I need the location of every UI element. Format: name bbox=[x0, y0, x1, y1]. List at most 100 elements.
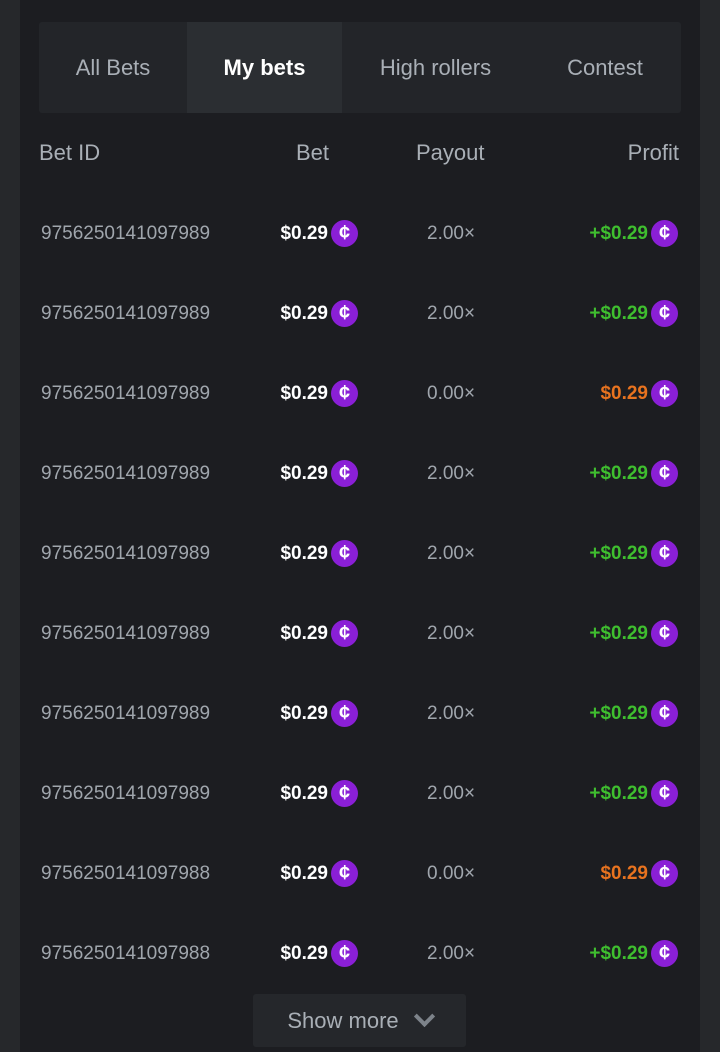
profit-value: +$0.29 bbox=[589, 462, 648, 484]
table-row[interactable]: 9756250141097989 $0.29 ¢ 2.00× +$0.29 ¢ bbox=[20, 534, 700, 574]
show-more-label: Show more bbox=[287, 1007, 399, 1033]
bet-amount: $0.29 ¢ bbox=[280, 380, 358, 407]
tab-high-rollers[interactable]: High rollers bbox=[379, 54, 492, 80]
table-row[interactable]: 9756250141097989 $0.29 ¢ 2.00× +$0.29 ¢ bbox=[20, 454, 700, 494]
bet-value: $0.29 bbox=[280, 782, 328, 804]
bet-amount: $0.29 ¢ bbox=[280, 620, 358, 647]
bet-value: $0.29 bbox=[280, 382, 328, 404]
table-row[interactable]: 9756250141097989 $0.29 ¢ 2.00× +$0.29 ¢ bbox=[20, 614, 700, 654]
bet-value: $0.29 bbox=[280, 862, 328, 884]
column-header-payout: Payout bbox=[416, 140, 485, 165]
profit-amount: +$0.29 ¢ bbox=[589, 940, 678, 967]
profit-value: +$0.29 bbox=[589, 622, 648, 644]
profit-value: +$0.29 bbox=[589, 302, 648, 324]
chevron-down-icon bbox=[413, 1005, 435, 1028]
profit-value: +$0.29 bbox=[589, 782, 648, 804]
tab-all-bets[interactable]: All Bets bbox=[75, 54, 151, 80]
table-row[interactable]: 9756250141097988 $0.29 ¢ 2.00× +$0.29 ¢ bbox=[20, 934, 700, 974]
table-row[interactable]: 9756250141097989 $0.29 ¢ 2.00× +$0.29 ¢ bbox=[20, 694, 700, 734]
bet-value: $0.29 bbox=[280, 622, 328, 644]
profit-amount: $0.29 ¢ bbox=[600, 380, 678, 407]
cent-coin-icon: ¢ bbox=[331, 780, 358, 807]
profit-value: $0.29 bbox=[600, 382, 648, 404]
cent-coin-icon: ¢ bbox=[651, 620, 678, 647]
bet-value: $0.29 bbox=[280, 302, 328, 324]
bet-id[interactable]: 9756250141097988 bbox=[41, 943, 211, 964]
cent-coin-icon: ¢ bbox=[331, 540, 358, 567]
bet-id[interactable]: 9756250141097989 bbox=[41, 383, 211, 404]
column-header-profit: Profit bbox=[627, 140, 679, 165]
payout-multiplier: 0.00× bbox=[427, 863, 476, 884]
payout-multiplier: 2.00× bbox=[427, 623, 476, 644]
profit-amount: +$0.29 ¢ bbox=[589, 220, 678, 247]
cent-coin-icon: ¢ bbox=[651, 540, 678, 567]
cent-coin-icon: ¢ bbox=[651, 780, 678, 807]
cent-coin-icon: ¢ bbox=[331, 380, 358, 407]
profit-value: +$0.29 bbox=[589, 942, 648, 964]
bet-value: $0.29 bbox=[280, 542, 328, 564]
bet-value: $0.29 bbox=[280, 222, 328, 244]
table-row[interactable]: 9756250141097989 $0.29 ¢ 2.00× +$0.29 ¢ bbox=[20, 214, 700, 254]
profit-amount: +$0.29 ¢ bbox=[589, 540, 678, 567]
column-header-bet: Bet bbox=[296, 140, 330, 165]
bet-value: $0.29 bbox=[280, 462, 328, 484]
bets-panel: All Bets My bets High rollers Contest Be… bbox=[20, 0, 700, 1052]
bet-amount: $0.29 ¢ bbox=[280, 940, 358, 967]
bet-id[interactable]: 9756250141097989 bbox=[41, 223, 211, 244]
cent-coin-icon: ¢ bbox=[651, 860, 678, 887]
payout-multiplier: 0.00× bbox=[427, 383, 476, 404]
cent-coin-icon: ¢ bbox=[651, 700, 678, 727]
bet-id[interactable]: 9756250141097989 bbox=[41, 703, 211, 724]
cent-coin-icon: ¢ bbox=[331, 700, 358, 727]
bet-id[interactable]: 9756250141097988 bbox=[41, 863, 211, 884]
bet-amount: $0.29 ¢ bbox=[280, 700, 358, 727]
profit-amount: +$0.29 ¢ bbox=[589, 700, 678, 727]
cent-coin-icon: ¢ bbox=[651, 940, 678, 967]
cent-coin-icon: ¢ bbox=[331, 300, 358, 327]
profit-value: +$0.29 bbox=[589, 702, 648, 724]
cent-coin-icon: ¢ bbox=[331, 620, 358, 647]
profit-value: $0.29 bbox=[600, 862, 648, 884]
show-more-button[interactable]: Show more bbox=[253, 994, 466, 1047]
cent-coin-icon: ¢ bbox=[331, 860, 358, 887]
bet-amount: $0.29 ¢ bbox=[280, 460, 358, 487]
cent-coin-icon: ¢ bbox=[651, 300, 678, 327]
table-row[interactable]: 9756250141097989 $0.29 ¢ 0.00× $0.29 ¢ bbox=[20, 374, 700, 414]
payout-multiplier: 2.00× bbox=[427, 783, 476, 804]
profit-amount: $0.29 ¢ bbox=[600, 860, 678, 887]
bet-id[interactable]: 9756250141097989 bbox=[41, 463, 211, 484]
cent-coin-icon: ¢ bbox=[651, 220, 678, 247]
bet-amount: $0.29 ¢ bbox=[280, 300, 358, 327]
payout-multiplier: 2.00× bbox=[427, 703, 476, 724]
cent-coin-icon: ¢ bbox=[331, 940, 358, 967]
cent-coin-icon: ¢ bbox=[651, 460, 678, 487]
bet-amount: $0.29 ¢ bbox=[280, 860, 358, 887]
bet-value: $0.29 bbox=[280, 942, 328, 964]
payout-multiplier: 2.00× bbox=[427, 303, 476, 324]
profit-value: +$0.29 bbox=[589, 542, 648, 564]
bet-value: $0.29 bbox=[280, 702, 328, 724]
column-header-bet-id: Bet ID bbox=[39, 140, 101, 165]
bet-amount: $0.29 ¢ bbox=[280, 780, 358, 807]
bet-amount: $0.29 ¢ bbox=[280, 220, 358, 247]
bet-id[interactable]: 9756250141097989 bbox=[41, 623, 211, 644]
tab-contest[interactable]: Contest bbox=[567, 54, 643, 80]
bets-tabs: All Bets My bets High rollers Contest bbox=[39, 22, 681, 113]
profit-amount: +$0.29 ¢ bbox=[589, 620, 678, 647]
bet-id[interactable]: 9756250141097989 bbox=[41, 783, 211, 804]
cent-coin-icon: ¢ bbox=[331, 220, 358, 247]
bet-id[interactable]: 9756250141097989 bbox=[41, 543, 211, 564]
cent-coin-icon: ¢ bbox=[331, 460, 358, 487]
table-row[interactable]: 9756250141097989 $0.29 ¢ 2.00× +$0.29 ¢ bbox=[20, 774, 700, 814]
table-row[interactable]: 9756250141097989 $0.29 ¢ 2.00× +$0.29 ¢ bbox=[20, 294, 700, 334]
profit-amount: +$0.29 ¢ bbox=[589, 780, 678, 807]
payout-multiplier: 2.00× bbox=[427, 943, 476, 964]
profit-amount: +$0.29 ¢ bbox=[589, 460, 678, 487]
table-row[interactable]: 9756250141097988 $0.29 ¢ 0.00× $0.29 ¢ bbox=[20, 854, 700, 894]
payout-multiplier: 2.00× bbox=[427, 223, 476, 244]
profit-amount: +$0.29 ¢ bbox=[589, 300, 678, 327]
cent-coin-icon: ¢ bbox=[651, 380, 678, 407]
payout-multiplier: 2.00× bbox=[427, 543, 476, 564]
tab-my-bets[interactable]: My bets bbox=[187, 22, 342, 113]
bet-id[interactable]: 9756250141097989 bbox=[41, 303, 211, 324]
